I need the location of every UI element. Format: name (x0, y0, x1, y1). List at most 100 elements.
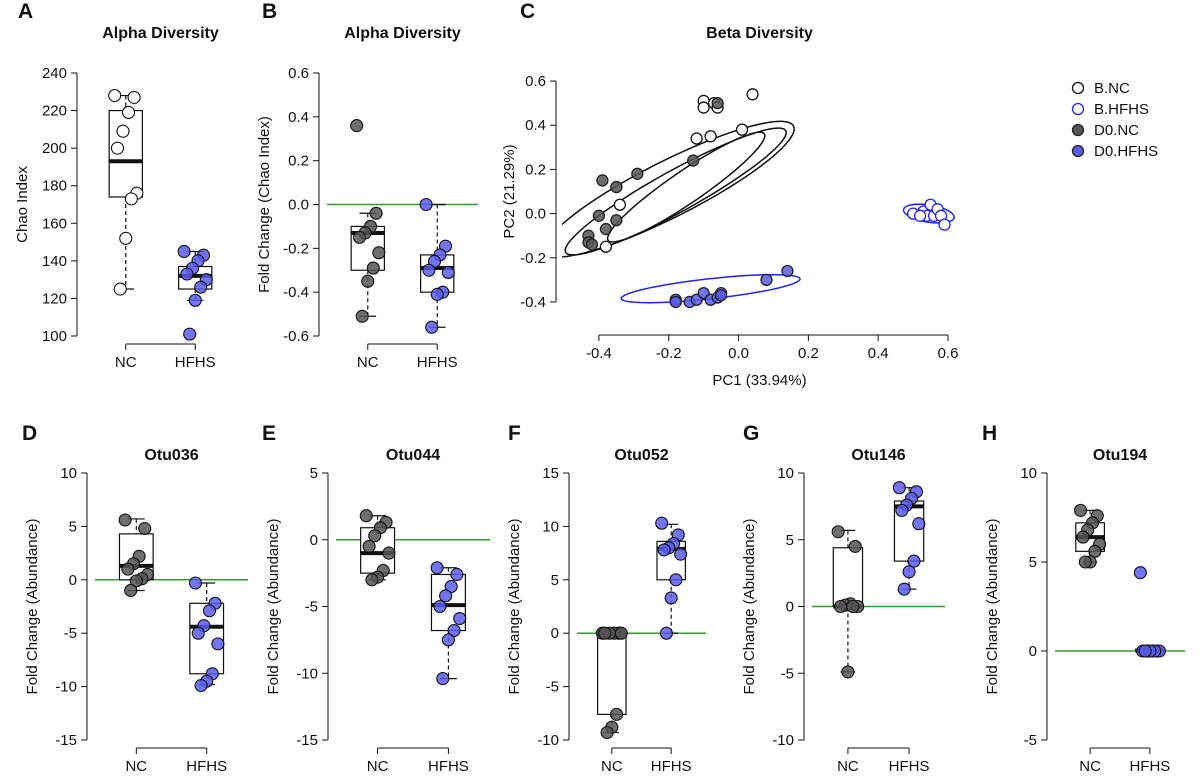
panel-letter: C (520, 0, 535, 23)
data-point (211, 637, 225, 651)
y-tick-label: 0.6 (288, 65, 309, 82)
y-axis-label: PC2 (21.29%) (501, 144, 518, 238)
panel-letter: F (508, 422, 521, 445)
y-tick-label: 0.2 (288, 153, 309, 170)
panel-letter: G (743, 422, 759, 445)
y-tick-label: -5 (546, 679, 559, 696)
group-nc (595, 626, 628, 740)
data-point (188, 293, 202, 307)
y-tick-label: -10 (55, 679, 77, 696)
data-point (433, 599, 447, 614)
y-tick-label: 15 (542, 465, 559, 482)
x-tick-label: NC (115, 354, 137, 371)
data-point (613, 198, 627, 211)
x-tick-label: HFHS (1129, 758, 1170, 775)
panel-title: Otu194 (1093, 447, 1147, 464)
data-point (657, 543, 671, 557)
data-point (355, 309, 369, 323)
data-point (599, 222, 613, 236)
y-tick-label: -0.4 (283, 284, 309, 301)
y-axis-label: Fold Change (Abundance) (741, 519, 758, 695)
data-point (127, 90, 141, 104)
confidence-ellipse (606, 131, 766, 243)
data-point (124, 583, 138, 598)
data-point (596, 174, 609, 187)
data-point (669, 295, 682, 309)
data-point (1138, 644, 1152, 658)
data-point (202, 604, 217, 618)
series-b-nc (599, 88, 759, 253)
data-point (430, 561, 444, 575)
y-tick-label: 0.4 (288, 109, 309, 126)
panel-title: Otu052 (614, 447, 668, 464)
data-point (359, 509, 373, 523)
group-nc (118, 513, 155, 598)
panel-e: E Otu044 -15 -10 -5 0 5 Fold Change (Abundance)… (262, 422, 490, 775)
data-point (194, 280, 208, 294)
data-point (121, 105, 136, 119)
data-point (746, 88, 759, 101)
x-tick-label: NC (125, 758, 147, 775)
y-tick-label: -0.6 (283, 328, 309, 345)
series-b-hfhs (906, 198, 951, 231)
y-tick-label: 5 (551, 572, 559, 589)
data-point (912, 517, 926, 531)
data-point (834, 599, 848, 614)
y-tick-label: 0 (310, 532, 318, 549)
y-tick-label: 200 (42, 140, 67, 157)
data-point (194, 678, 208, 693)
y-axis-label: Fold Change (Abundance) (24, 519, 41, 695)
y-tick-label: 5 (310, 465, 318, 482)
y-tick-label: 0.6 (525, 73, 546, 90)
panel-title: Otu044 (386, 447, 440, 464)
data-point (119, 231, 133, 245)
data-point (599, 240, 613, 253)
data-point (600, 725, 614, 740)
y-tick-label: 140 (42, 253, 67, 270)
legend-marker (1071, 102, 1085, 116)
panel-letter: D (22, 422, 37, 445)
confidence-ellipse (564, 127, 788, 256)
y-tick-label: 0.0 (288, 197, 309, 214)
y-axis-label: Chao Index (14, 166, 31, 243)
data-point (188, 576, 203, 590)
data-point (674, 547, 688, 561)
group-hfhs (177, 244, 213, 341)
y-tick-label: 0.0 (525, 206, 546, 223)
data-point (361, 274, 375, 288)
data-point (108, 88, 122, 103)
data-point (655, 516, 669, 530)
data-point (711, 96, 724, 110)
data-point (1076, 530, 1090, 544)
data-point (598, 626, 612, 640)
y-tick-label: 10 (1020, 465, 1037, 482)
data-point (439, 589, 453, 603)
panel-b: B Alpha Diversity -0.6 -0.4 -0.2 0.0 0.2 0.4 0.6… (256, 0, 478, 371)
data-point (124, 192, 138, 206)
x-tick-label: -0.2 (656, 345, 682, 362)
legend-label: B.HFHS (1094, 101, 1149, 118)
y-tick-label: -0.2 (283, 240, 309, 257)
y-tick-label: -10 (772, 732, 794, 749)
x-tick-label: HFHS (428, 758, 469, 775)
y-tick-label: 0.4 (525, 117, 546, 134)
series-d0-nc (582, 96, 724, 251)
y-tick-label: -5 (1024, 732, 1037, 749)
x-tick-label: HFHS (417, 354, 458, 371)
data-point (687, 154, 700, 167)
data-point (436, 672, 450, 686)
x-tick-label: HFHS (889, 758, 930, 775)
x-tick-label: HFHS (186, 758, 227, 775)
data-point (760, 273, 773, 287)
y-tick-label: 120 (42, 290, 67, 307)
group-hfhs (430, 561, 467, 686)
panel-letter: A (18, 0, 33, 23)
legend-label: B.NC (1094, 80, 1130, 97)
x-tick-label: HFHS (651, 758, 692, 775)
data-point (781, 264, 794, 278)
panel-h: H Otu194 -5 0 5 10 Fold Change (Abundance) NC HF… (982, 422, 1185, 775)
y-tick-label: -5 (64, 625, 77, 642)
y-tick-label: 10 (60, 465, 77, 482)
data-point (110, 141, 125, 155)
data-point (368, 529, 382, 543)
